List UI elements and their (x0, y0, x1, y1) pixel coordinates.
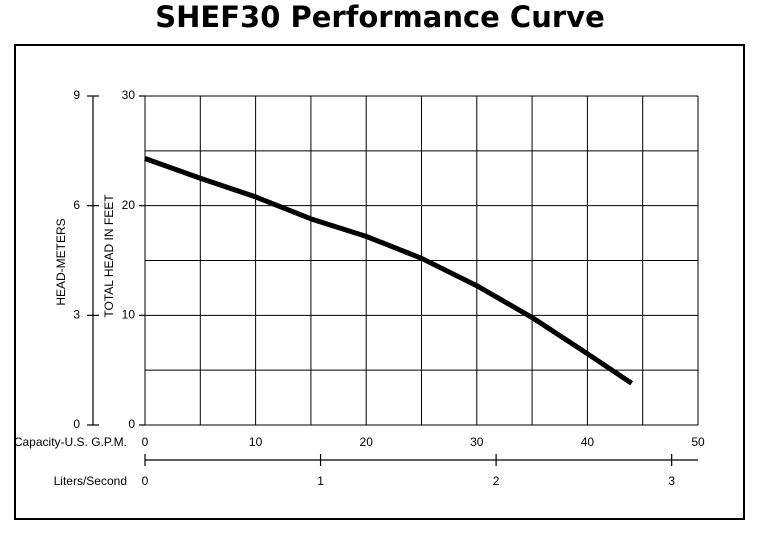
curve (144, 156, 634, 386)
y2-tick-label: 0 (73, 417, 80, 431)
x2-axis-label: Liters/Second (54, 474, 127, 488)
x2-tick-label: 3 (668, 474, 675, 488)
x-tick-label: 0 (142, 435, 149, 449)
y2-tick-label: 6 (73, 198, 80, 212)
y2-tick-label: 9 (73, 88, 80, 102)
y-tick-label: 10 (122, 308, 136, 322)
y-tick-label: 0 (128, 417, 135, 431)
x-tick-label: 50 (691, 435, 705, 449)
y2-axis-label: HEAD-METERS (54, 218, 68, 305)
x2-tick-label: 2 (493, 474, 500, 488)
frame (14, 44, 745, 520)
y-tick-label: 20 (122, 198, 136, 212)
x-tick-label: 20 (360, 435, 374, 449)
x-tick-label: 40 (581, 435, 595, 449)
x2-tick-label: 1 (317, 474, 324, 488)
x2-tick-label: 0 (142, 474, 149, 488)
x-tick-label: 30 (470, 435, 484, 449)
chart-title: SHEF30 Performance Curve (155, 0, 605, 34)
y2-tick-label: 3 (73, 308, 80, 322)
y-axis-label: TOTAL HEAD IN FEET (102, 194, 116, 318)
x-tick-label: 10 (249, 435, 263, 449)
y-tick-label: 30 (122, 88, 136, 102)
x-axis-label: Capacity-U.S. G.P.M. (14, 435, 127, 449)
